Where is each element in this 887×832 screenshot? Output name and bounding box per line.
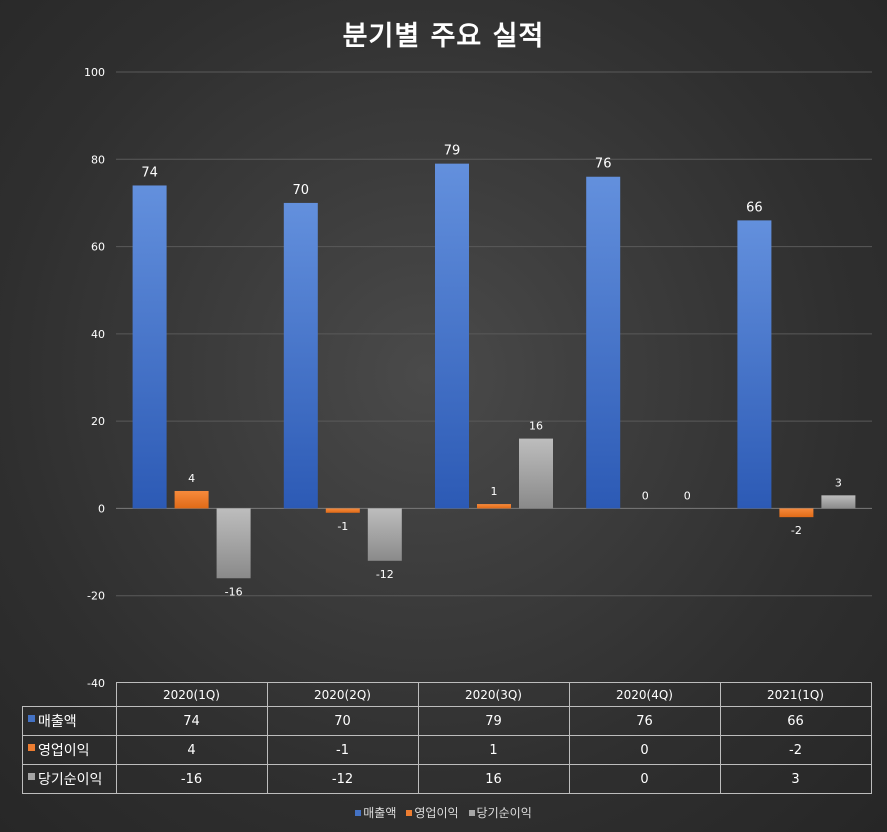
table-corner bbox=[22, 682, 117, 707]
table-cell: 4 bbox=[115, 735, 268, 765]
bar-operating-profit bbox=[174, 490, 209, 509]
bar-net-income bbox=[216, 508, 251, 579]
table-col-header: 2020(1Q) bbox=[115, 682, 268, 707]
legend-swatch bbox=[28, 773, 35, 780]
y-tick-label: 60 bbox=[91, 241, 105, 254]
bar-sales bbox=[132, 185, 167, 509]
table-cell: 76 bbox=[568, 706, 721, 736]
table-col-header: 2020(3Q) bbox=[417, 682, 570, 707]
legend-label: 매출액 bbox=[363, 806, 397, 820]
table-col-header: 2021(1Q) bbox=[719, 682, 872, 707]
y-tick-label: 0 bbox=[98, 502, 105, 515]
legend-swatch bbox=[28, 744, 35, 751]
legend-item: 영업이익 bbox=[406, 804, 459, 821]
table-cell: -2 bbox=[719, 735, 872, 765]
y-tick-label: 40 bbox=[91, 328, 105, 341]
data-label: 1 bbox=[491, 485, 498, 498]
table-row-header: 당기순이익 bbox=[22, 764, 117, 794]
table-cell: 3 bbox=[719, 764, 872, 794]
data-label: 0 bbox=[684, 489, 691, 502]
legend-swatch bbox=[406, 810, 413, 816]
legend-label: 당기순이익 bbox=[476, 806, 532, 820]
bar-operating-profit bbox=[325, 508, 360, 513]
table-cell: 74 bbox=[115, 706, 268, 736]
bar-net-income bbox=[367, 508, 402, 561]
data-label: -1 bbox=[337, 520, 348, 533]
legend-swatch bbox=[28, 715, 35, 722]
data-label: 16 bbox=[529, 420, 543, 433]
data-label: 4 bbox=[188, 472, 195, 485]
bar-net-income bbox=[821, 495, 856, 509]
bar-sales bbox=[435, 163, 469, 509]
bar-operating-profit bbox=[477, 504, 511, 509]
table-row-header: 매출액 bbox=[22, 706, 117, 736]
data-label: 79 bbox=[444, 144, 461, 159]
table-cell: -16 bbox=[115, 764, 268, 794]
legend: 매출액 영업이익 당기순이익 bbox=[0, 804, 887, 821]
bar-net-income bbox=[519, 438, 553, 509]
data-label: -12 bbox=[376, 568, 394, 581]
table-cell: -1 bbox=[266, 735, 419, 765]
data-label: 76 bbox=[595, 157, 612, 172]
table-cell: 0 bbox=[568, 764, 721, 794]
series-name: 당기순이익 bbox=[38, 772, 103, 788]
table-cell: 66 bbox=[719, 706, 872, 736]
data-label: 0 bbox=[642, 489, 649, 502]
table-cell: 70 bbox=[266, 706, 419, 736]
table-col-header: 2020(2Q) bbox=[266, 682, 419, 707]
legend-item: 당기순이익 bbox=[468, 804, 532, 821]
data-label: 3 bbox=[835, 476, 842, 489]
bar-sales bbox=[283, 202, 318, 509]
y-tick-label: 100 bbox=[84, 66, 105, 79]
table-row: 매출액 74 70 79 76 66 bbox=[22, 706, 872, 736]
table-row-header: 영업이익 bbox=[22, 735, 117, 765]
chart-title: 분기별 주요 실적 bbox=[342, 21, 545, 52]
data-label: 66 bbox=[746, 200, 763, 215]
data-label: 70 bbox=[293, 183, 310, 198]
y-tick-label: 80 bbox=[91, 153, 105, 166]
series-name: 매출액 bbox=[38, 714, 77, 730]
table-col-header: 2020(4Q) bbox=[568, 682, 721, 707]
table-cell: 1 bbox=[417, 735, 570, 765]
bar-sales bbox=[586, 176, 621, 509]
legend-swatch bbox=[468, 810, 475, 816]
legend-label: 영업이익 bbox=[414, 806, 459, 820]
table-cell: 16 bbox=[417, 764, 570, 794]
data-table: 2020(1Q) 2020(2Q) 2020(3Q) 2020(4Q) 2021… bbox=[22, 682, 872, 794]
y-tick-label: 20 bbox=[91, 415, 105, 428]
data-label: 74 bbox=[141, 165, 158, 180]
y-tick-label: -20 bbox=[87, 590, 105, 603]
legend-item: 매출액 bbox=[355, 804, 396, 821]
table-row: 당기순이익 -16 -12 16 0 3 bbox=[22, 764, 872, 794]
data-label: -2 bbox=[791, 524, 802, 537]
table-cell: 0 bbox=[568, 735, 721, 765]
bar-operating-profit bbox=[779, 508, 814, 518]
table-row: 영업이익 4 -1 1 0 -2 bbox=[22, 735, 872, 765]
table-cell: -12 bbox=[266, 764, 419, 794]
bar-sales bbox=[737, 220, 772, 509]
series-name: 영업이익 bbox=[38, 743, 90, 759]
data-label: -16 bbox=[225, 585, 243, 598]
table-cell: 79 bbox=[417, 706, 570, 736]
legend-swatch bbox=[355, 810, 362, 816]
